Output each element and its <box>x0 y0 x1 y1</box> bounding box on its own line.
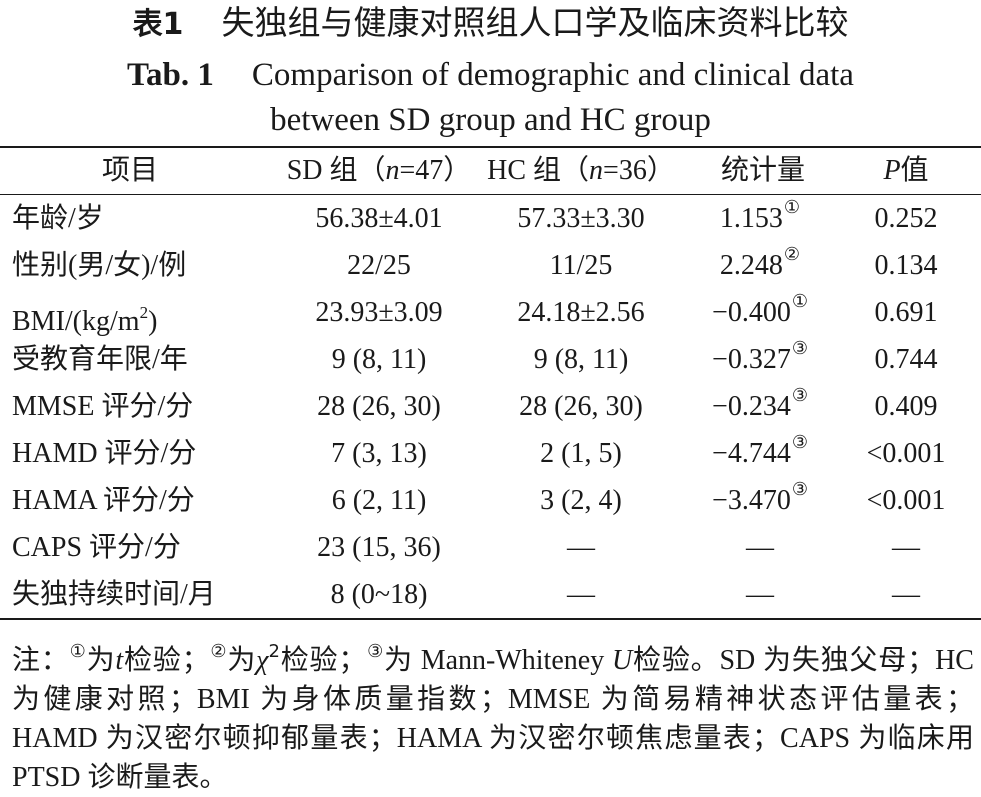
row-item-label: HAMD 评分/分 <box>12 438 197 469</box>
row-hc-value: 24.18±2.56 <box>517 297 645 328</box>
row-hc-value: 11/25 <box>549 250 613 281</box>
table-row: 受教育年限/年 9 (8, 11) 9 (8, 11) −0.327③ 0.744 <box>0 336 981 383</box>
row-p-value: — <box>892 532 920 563</box>
row-sd-value: 6 (2, 11) <box>331 485 427 516</box>
table-title-chinese: 表1 失独组与健康对照组人口学及临床资料比较 <box>0 4 981 45</box>
table-title-english-line1: Comparison of demographic and clinical d… <box>251 57 854 93</box>
row-item-label: 年龄/岁 <box>12 203 104 234</box>
row-hc-value: — <box>567 532 595 563</box>
header-item: 项目 <box>101 155 158 186</box>
row-p-value: <0.001 <box>866 485 946 516</box>
row-p-value: — <box>892 579 920 610</box>
table-row: MMSE 评分/分 28 (26, 30) 28 (26, 30) −0.234③ 0.… <box>0 383 981 430</box>
row-sd-value: 23 (15, 36) <box>317 532 441 563</box>
test-marker: ① <box>783 197 801 218</box>
test-marker: ③ <box>791 432 808 453</box>
row-statistic: −0.327③ <box>712 338 808 376</box>
row-p-value: <0.001 <box>866 438 946 469</box>
row-statistic: — <box>746 532 774 563</box>
row-statistic: 1.153① <box>719 197 801 235</box>
row-p-value: 0.744 <box>874 344 938 375</box>
test-marker: ③ <box>791 479 808 500</box>
row-sd-value: 23.93±3.09 <box>315 297 443 328</box>
row-item-label: CAPS 评分/分 <box>12 532 181 563</box>
row-sd-value: 8 (0~18) <box>330 579 428 610</box>
header-statistic: 统计量 <box>720 155 805 186</box>
row-statistic: −3.470③ <box>712 479 808 517</box>
table-footnote: 注：①为t检验；②为χ2检验；③为 Mann-Whiteney U检验。SD 为… <box>12 641 974 793</box>
table-number-chinese: 表1 <box>132 7 184 42</box>
row-item-label: HAMA 评分/分 <box>12 485 195 516</box>
table-title-english-line2: between SD group and HC group <box>270 102 711 138</box>
header-hc-group: HC 组（n=36） <box>487 155 675 186</box>
row-statistic: 2.248② <box>719 244 801 282</box>
row-statistic: — <box>746 579 774 610</box>
row-p-value: 0.409 <box>874 391 938 422</box>
test-marker: ③ <box>791 338 808 359</box>
row-sd-value: 56.38±4.01 <box>315 203 443 234</box>
row-item-label: 受教育年限/年 <box>12 344 188 375</box>
row-sd-value: 22/25 <box>347 250 411 281</box>
test-marker: ② <box>783 244 801 265</box>
row-p-value: 0.252 <box>874 203 938 234</box>
header-sd-group: SD 组（n=47） <box>286 155 472 186</box>
table-header-row: 项目 SD 组（n=47） HC 组（n=36） 统计量 P值 <box>0 147 981 194</box>
row-sd-value: 7 (3, 13) <box>331 438 427 469</box>
table-row: HAMA 评分/分 6 (2, 11) 3 (2, 4) −3.470③ <0.001 <box>0 477 981 524</box>
row-hc-value: — <box>567 579 595 610</box>
row-hc-value: 57.33±3.30 <box>517 203 645 234</box>
row-statistic: −4.744③ <box>712 432 808 470</box>
row-hc-value: 28 (26, 30) <box>519 391 643 422</box>
header-p-value: P值 <box>883 155 929 186</box>
table-row: CAPS 评分/分 23 (15, 36) — — — <box>0 524 981 571</box>
row-sd-value: 9 (8, 11) <box>331 344 427 375</box>
table-row: 性别(男/女)/例 22/25 11/25 2.248② 0.134 <box>0 242 981 289</box>
row-statistic: −0.400① <box>712 291 808 329</box>
table-bottom-rule <box>0 618 981 620</box>
test-marker: ③ <box>791 385 808 406</box>
row-item-label: 失独持续时间/月 <box>12 579 216 610</box>
row-hc-value: 3 (2, 4) <box>540 485 622 516</box>
table-header-rule <box>0 194 981 195</box>
row-sd-value: 28 (26, 30) <box>317 391 441 422</box>
table-title-english: Tab. 1 Comparison of demographic and clin… <box>0 53 981 143</box>
row-hc-value: 2 (1, 5) <box>540 438 622 469</box>
test-marker: ① <box>791 291 808 312</box>
table-row: 失独持续时间/月 8 (0~18) — — — <box>0 571 981 618</box>
table-number-english: Tab. 1 <box>127 57 214 93</box>
table-row: BMI/(kg/m2) 23.93±3.09 24.18±2.56 −0.400① 0.… <box>0 289 981 338</box>
row-p-value: 0.691 <box>874 297 938 328</box>
row-statistic: −0.234③ <box>712 385 808 423</box>
table-title-chinese-text: 失独组与健康对照组人口学及临床资料比较 <box>221 6 849 42</box>
row-item-label: 性别(男/女)/例 <box>12 250 187 281</box>
table-top-rule <box>0 146 981 148</box>
row-hc-value: 9 (8, 11) <box>533 344 629 375</box>
row-p-value: 0.134 <box>874 250 938 281</box>
table-row: 年龄/岁 56.38±4.01 57.33±3.30 1.153① 0.252 <box>0 195 981 242</box>
table-row: HAMD 评分/分 7 (3, 13) 2 (1, 5) −4.744③ <0.001 <box>0 430 981 477</box>
row-item-label: MMSE 评分/分 <box>12 391 194 422</box>
row-item-label: BMI/(kg/m2) <box>12 303 158 337</box>
